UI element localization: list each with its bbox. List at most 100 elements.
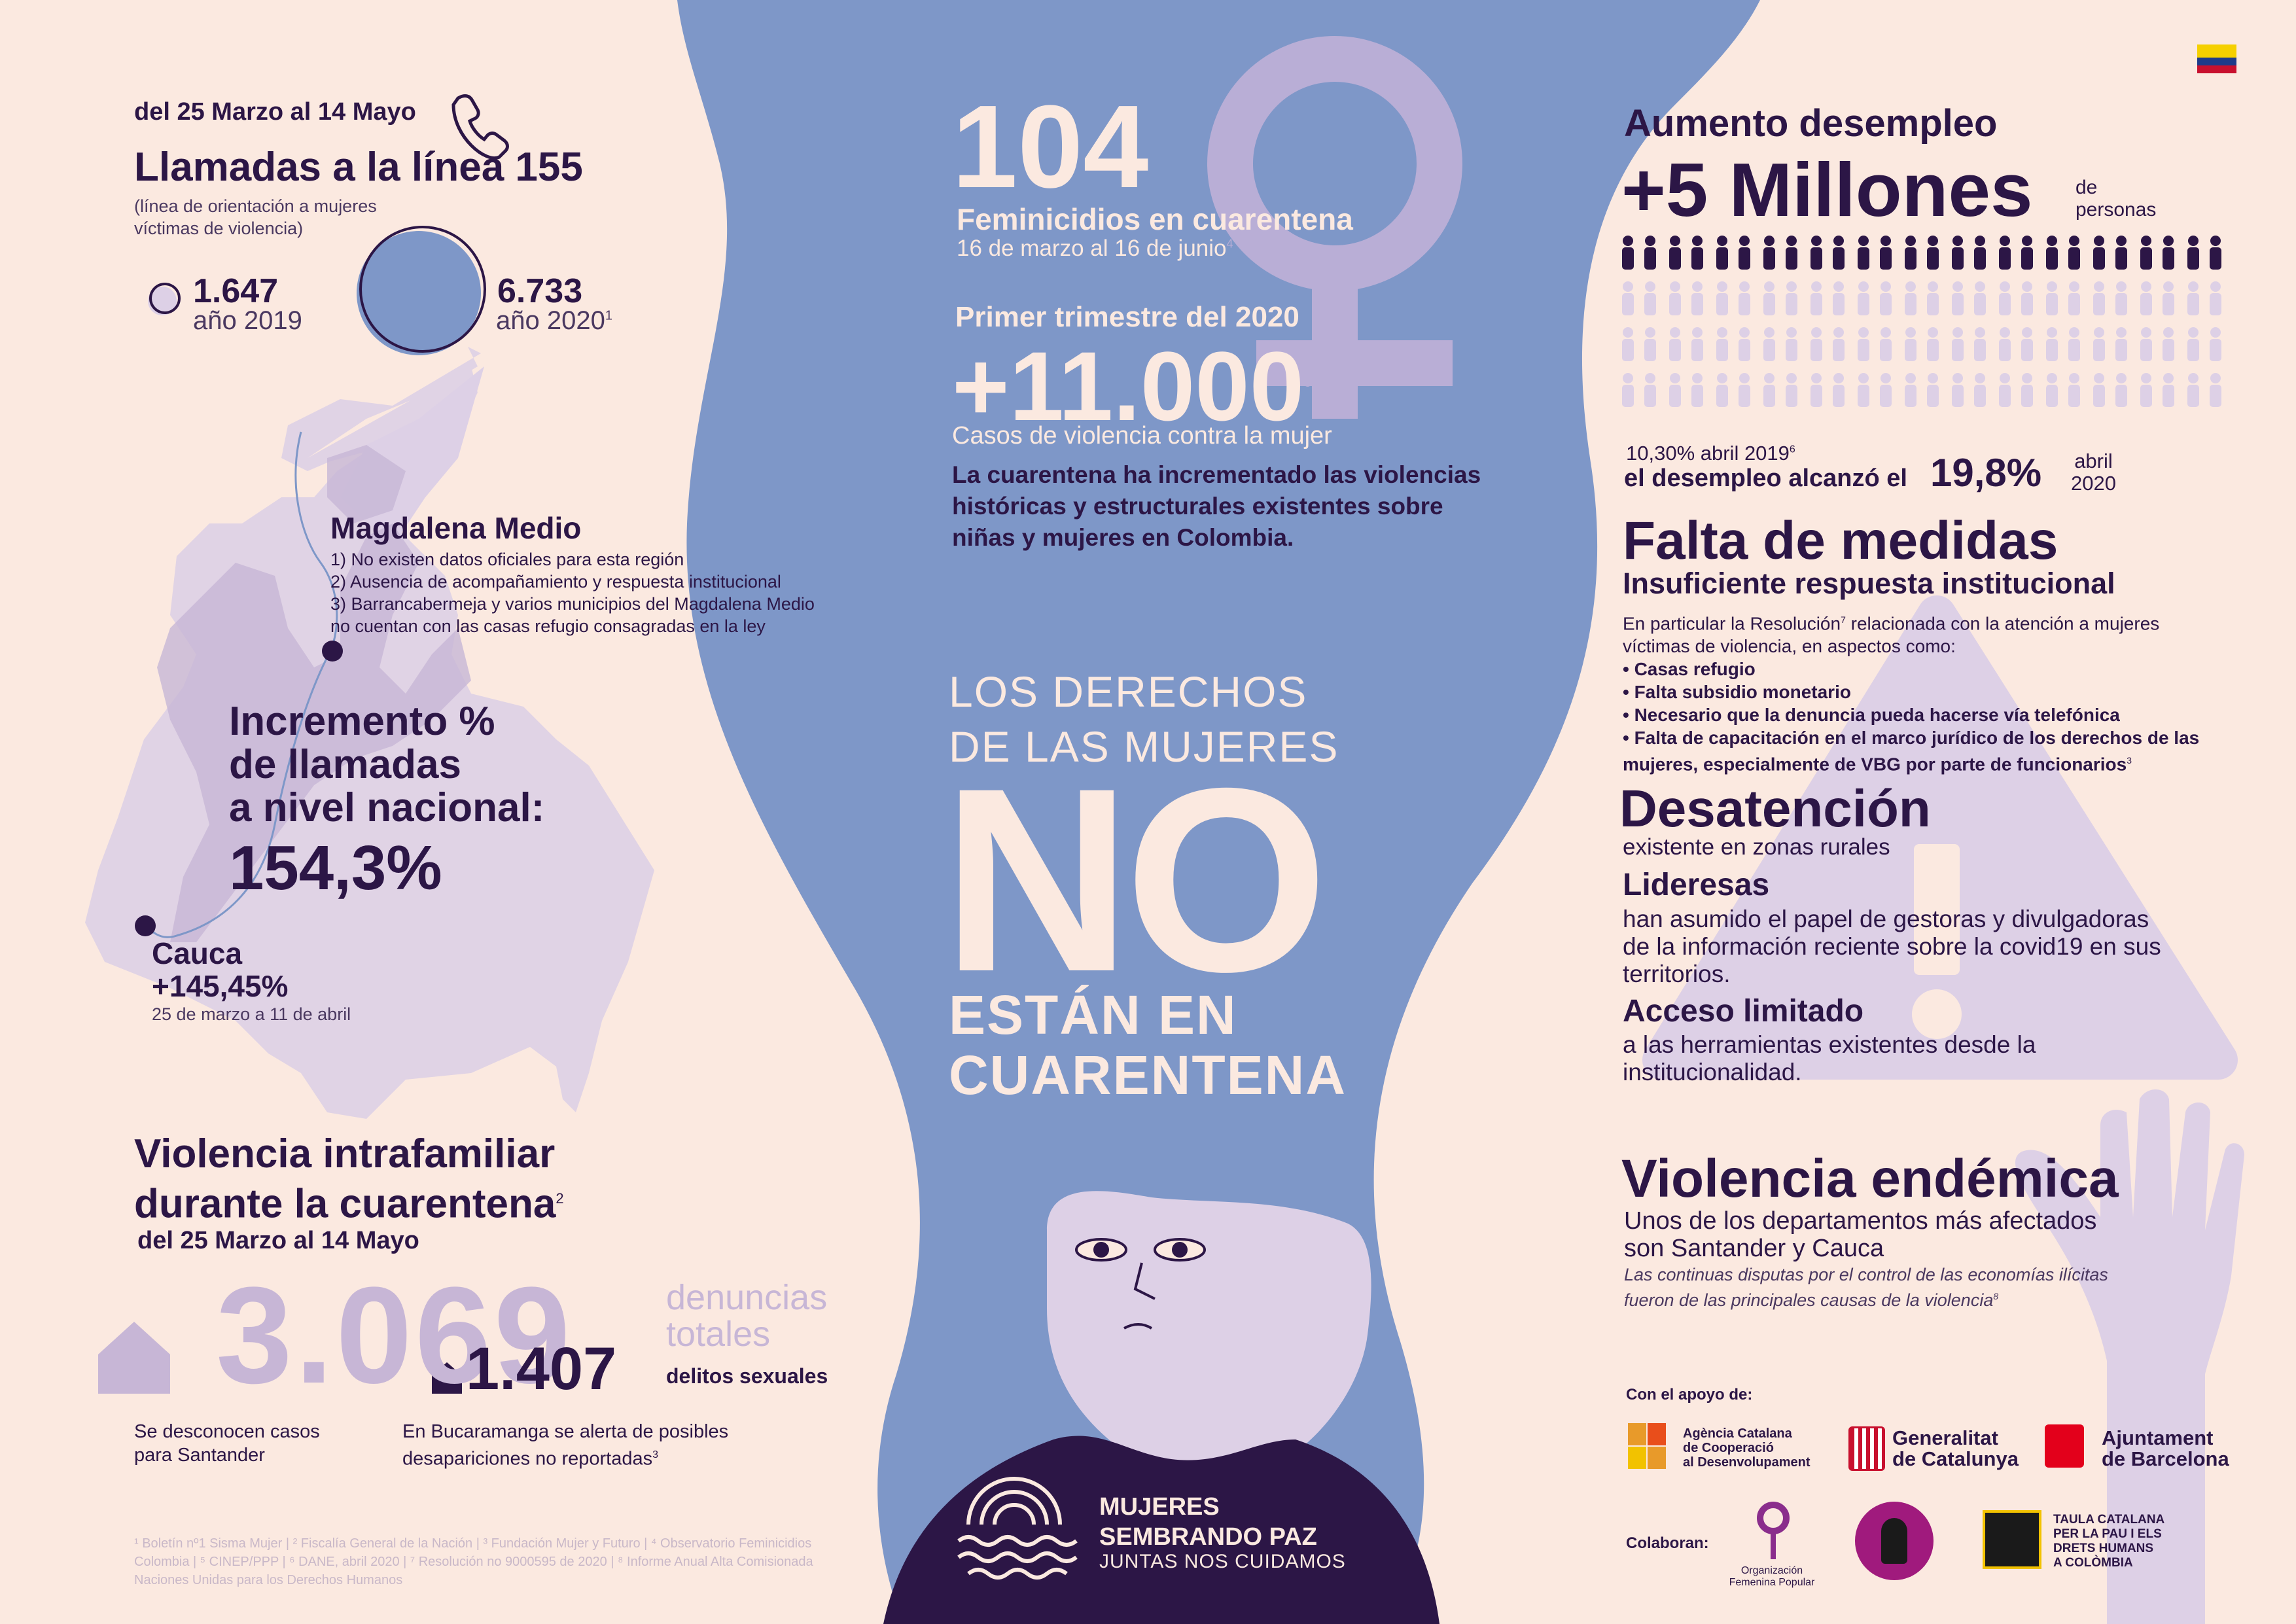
person-icon	[1810, 281, 1845, 315]
person-icon	[1716, 373, 1750, 407]
person-icon	[1763, 373, 1797, 407]
taula-name: TAULA CATALANA PER LA PAU I ELS DRETS HUMA…	[2053, 1513, 2165, 1570]
magdalena-notes: 1) No existen datos oficiales para esta …	[330, 550, 815, 636]
femicides-value: 104	[952, 81, 1149, 213]
person-icon	[1905, 236, 1939, 270]
violence-value: +11.0005	[952, 331, 1312, 441]
measures-subtitle: Insuficiente respuesta institucional	[1623, 567, 2115, 600]
person-icon	[1905, 373, 1939, 407]
accd-logo-icon	[1628, 1423, 1667, 1469]
collab-label: Colaboran:	[1626, 1534, 1709, 1552]
calls-2019-label: año 2019	[193, 306, 302, 335]
person-icon	[1858, 373, 1892, 407]
person-icon	[1669, 281, 1703, 315]
person-icon	[2187, 327, 2221, 361]
collab-circle-logo-icon	[1855, 1502, 1934, 1580]
person-icon	[1763, 281, 1797, 315]
endemic-italic: Las continuas disputas por el control de…	[1624, 1265, 2108, 1310]
leaders-text: han asumido el papel de gestoras y divul…	[1623, 906, 2161, 987]
person-icon	[2187, 281, 2221, 315]
unemployment-prev: 10,30% abril 20196	[1626, 442, 1795, 465]
person-icon	[2187, 236, 2221, 270]
endemic-text: Unos de los departamentos más afectados s…	[1624, 1207, 2097, 1262]
person-icon	[1669, 327, 1703, 361]
raised-hand-icon	[2015, 1089, 2244, 1624]
calls-subtitle: (línea de orientación a mujeres víctimas …	[134, 196, 377, 238]
person-icon	[2093, 373, 2127, 407]
phone-icon	[451, 94, 509, 160]
ofp-logo-icon	[1757, 1502, 1790, 1534]
gencat-name: Generalitat de Catalunya	[1892, 1426, 2019, 1470]
ofp-name: Organización Femenina Popular	[1729, 1565, 1815, 1588]
person-icon	[1716, 236, 1750, 270]
person-icon	[1622, 373, 1656, 407]
warning-triangle-icon	[1642, 595, 2238, 1080]
eyes-icon	[1075, 1238, 1206, 1330]
cauca-value: +145,45%	[152, 969, 289, 1003]
house-large-icon	[98, 1322, 170, 1394]
person-icon	[2140, 236, 2174, 270]
person-icon	[1952, 373, 1986, 407]
unemployment-reached: el desempleo alcanzó el	[1624, 465, 1907, 492]
brand-name: MUJERES SEMBRANDO PAZ	[1099, 1493, 1317, 1551]
person-icon	[1669, 373, 1703, 407]
domestic-dates: del 25 Marzo al 14 Mayo	[137, 1227, 419, 1254]
body-shape	[883, 1436, 1439, 1624]
domestic-title: Violencia intrafamiliar durante la cuaren…	[134, 1131, 564, 1227]
magdalena-title: Magdalena Medio	[330, 511, 582, 545]
person-icon	[1999, 236, 2033, 270]
headline-no: NO	[942, 733, 1328, 1026]
measures-body: En particular la Resolución7 relacionada…	[1623, 613, 2200, 775]
person-icon	[1999, 327, 2033, 361]
person-icon	[1810, 236, 1845, 270]
person-icon	[1905, 281, 1939, 315]
brand-tagline: JUNTAS NOS CUIDAMOS	[1099, 1551, 1346, 1572]
cauca-title: Cauca	[152, 936, 243, 970]
headline-top: LOS DERECHOS DE LAS MUJERES	[949, 667, 1339, 771]
person-icon	[2187, 373, 2221, 407]
violence-period: Primer trimestre del 2020	[955, 301, 1299, 333]
cauca-marker	[135, 915, 156, 936]
person-icon	[1622, 236, 1656, 270]
accd-name: Agència Catalana de Cooperació al Desenvol…	[1683, 1426, 1810, 1470]
person-icon	[1669, 236, 1703, 270]
endemic-title: Violencia endémica	[1621, 1149, 2119, 1209]
rural-title: Desatención	[1619, 779, 1931, 838]
face-shape	[1047, 1191, 1371, 1484]
person-icon	[1905, 327, 1939, 361]
magdalena-marker	[322, 641, 343, 662]
sexual-crimes-value: 1.407	[466, 1335, 617, 1402]
person-icon	[2093, 281, 2127, 315]
person-icon	[1622, 327, 1656, 361]
ajbcn-name: Ajuntament de Barcelona	[2102, 1426, 2229, 1470]
femicides-label: Feminicidios en cuarentena	[957, 202, 1353, 236]
person-icon	[1622, 281, 1656, 315]
leaders-title: Lideresas	[1623, 868, 1770, 902]
person-icon	[2140, 373, 2174, 407]
cauca-dates: 25 de marzo a 11 de abril	[152, 1004, 351, 1024]
person-icon	[1716, 327, 1750, 361]
person-icon	[2046, 236, 2080, 270]
person-icon	[2093, 327, 2127, 361]
bucaramanga-note: En Bucaramanga se alerta de posibles desa…	[402, 1421, 729, 1470]
access-text: a las herramientas existentes desde la in…	[1623, 1031, 2036, 1086]
calls-title: Llamadas a la línea 155	[134, 145, 583, 190]
unemployment-title: Aumento desempleo	[1624, 102, 1998, 145]
person-icon	[1952, 327, 1986, 361]
person-icon	[1763, 236, 1797, 270]
person-icon	[2046, 373, 2080, 407]
headline-bottom: ESTÁN EN CUARENTENA	[949, 984, 1347, 1106]
sexual-crimes-label: delitos sexuales	[666, 1364, 828, 1388]
person-icon	[2093, 236, 2127, 270]
unemployment-rate-label: abril 2020	[2071, 450, 2116, 495]
brand-logo-icon	[957, 1477, 1078, 1580]
santander-note: Se desconocen casos para Santander	[134, 1421, 320, 1466]
person-icon	[1858, 327, 1892, 361]
person-icon	[1999, 281, 2033, 315]
unemployment-people-grid	[1622, 236, 2221, 407]
person-icon	[1810, 327, 1845, 361]
house-small-icon	[432, 1362, 462, 1394]
person-icon	[1952, 236, 1986, 270]
